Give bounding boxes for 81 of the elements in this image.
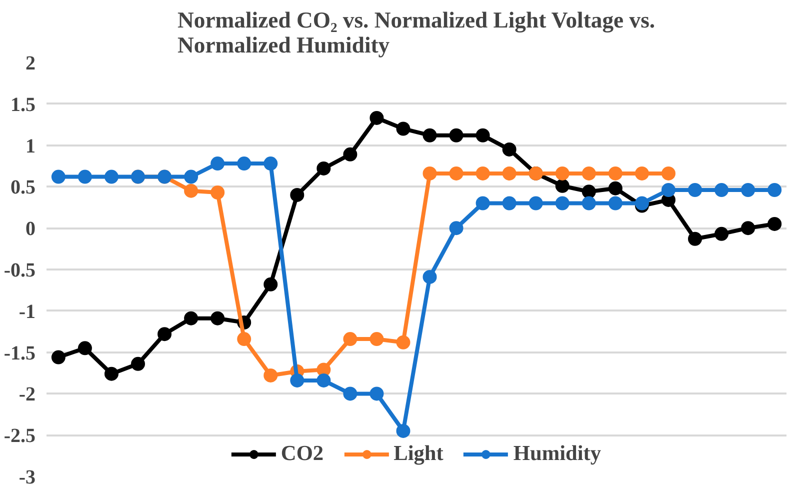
point: [714, 183, 729, 197]
point: [741, 183, 756, 197]
point: [528, 196, 543, 210]
point: [582, 166, 596, 180]
chart-title: Normalized CO₂ vs. Normalized Light Voltage vs. Normalized Humidity: [178, 8, 656, 58]
point: [714, 226, 729, 241]
point: [237, 332, 252, 346]
point: [555, 196, 570, 210]
point: [370, 332, 384, 346]
point: [131, 356, 146, 371]
point: [688, 232, 702, 246]
point: [78, 341, 92, 356]
y-tick-label: -1: [18, 300, 36, 323]
y-tick-label: -2: [18, 384, 36, 406]
point: [582, 184, 596, 199]
point: [502, 142, 516, 156]
point: [210, 311, 225, 326]
point: [582, 196, 596, 210]
point: [608, 196, 622, 210]
point: [210, 156, 225, 171]
point: [502, 196, 516, 210]
point: [184, 311, 198, 326]
point: [396, 335, 410, 350]
y-tick-label: 1: [26, 135, 36, 158]
point: [316, 373, 331, 388]
y-tick-label: -3: [18, 466, 36, 488]
point: [449, 221, 464, 236]
y-tick-label: 1.5: [10, 94, 36, 116]
point: [449, 166, 464, 180]
point: [661, 183, 676, 197]
point: [422, 128, 437, 142]
point: [396, 424, 410, 438]
legend-label: Light: [394, 441, 444, 466]
y-tick-label: -2.5: [4, 425, 36, 448]
legend-label: Humidity: [513, 441, 602, 466]
point: [264, 156, 278, 171]
point: [634, 166, 649, 180]
point: [264, 368, 278, 382]
point: [555, 166, 570, 180]
y-tick-label: -0.5: [4, 260, 36, 282]
point: [78, 170, 92, 184]
y-tick-label: 0.5: [10, 176, 36, 199]
point: [343, 386, 358, 401]
point: [104, 170, 118, 184]
point: [264, 277, 278, 292]
point: [422, 270, 437, 284]
point: [476, 196, 490, 210]
point: [343, 332, 358, 346]
point: [184, 170, 198, 184]
legend-label: CO2: [280, 441, 324, 466]
y-tick-label: 2: [26, 52, 36, 74]
point: [688, 183, 702, 197]
point: [768, 216, 782, 231]
point: [741, 221, 756, 236]
point: [476, 166, 490, 180]
point: [210, 186, 225, 200]
point: [634, 196, 649, 210]
point: [290, 188, 304, 202]
y-tick-label: 0: [26, 218, 36, 240]
point: [370, 110, 384, 125]
point: [661, 166, 676, 180]
point: [449, 128, 464, 142]
point: [184, 184, 198, 198]
point: [476, 128, 490, 142]
point: [370, 386, 384, 401]
point: [343, 147, 358, 162]
point: [51, 350, 66, 364]
point: [502, 166, 516, 180]
point: [555, 178, 570, 193]
point: [158, 327, 172, 342]
point: [316, 161, 331, 176]
point: [237, 156, 252, 171]
point: [396, 122, 410, 136]
point: [608, 166, 622, 180]
y-tick-label: -1.5: [4, 342, 36, 364]
point: [51, 170, 66, 184]
point: [768, 183, 782, 197]
point: [290, 373, 304, 388]
point: [608, 181, 622, 196]
point: [422, 166, 437, 180]
point: [104, 366, 118, 381]
